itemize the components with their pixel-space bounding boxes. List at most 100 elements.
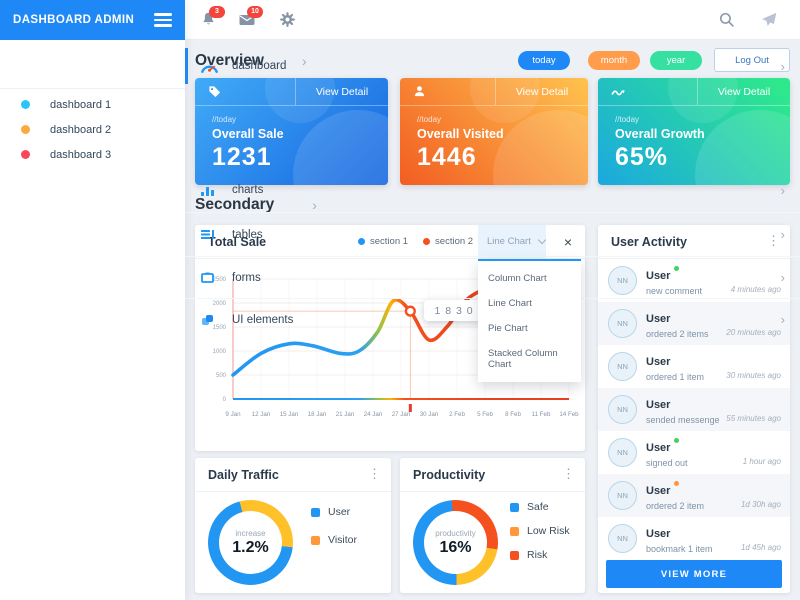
legend-swatch (311, 535, 320, 545)
svg-text:5 Feb: 5 Feb (477, 411, 493, 418)
sidebar-item-dashboard[interactable]: dashboard › (185, 44, 800, 88)
stat-period: //today (417, 115, 442, 124)
legend-dot (423, 238, 431, 245)
list-item[interactable]: NN User bookmark 1 item 1d 45h ago (598, 517, 790, 560)
view-more-button[interactable]: VIEW MORE (606, 560, 782, 588)
notification-badge: 3 (209, 6, 225, 18)
svg-text:2 Feb: 2 Feb (449, 411, 465, 418)
user-name: User (646, 269, 671, 282)
svg-text:1500: 1500 (213, 325, 227, 331)
avatar: NN (608, 395, 637, 424)
active-indicator (185, 48, 188, 84)
donut-center-text: productivity 16% (435, 528, 476, 556)
card-title: Total Sale (208, 234, 267, 249)
sidebar-item-tables[interactable]: tables › (185, 212, 800, 256)
sidebar-item-forms[interactable]: forms › (185, 256, 800, 298)
svg-text:14 Feb: 14 Feb (559, 411, 579, 418)
list-item[interactable]: NN User sended messenge 55 minutes ago (598, 388, 790, 431)
view-detail-link[interactable]: View Detail (495, 78, 588, 105)
svg-text:21 Jan: 21 Jan (336, 411, 355, 418)
form-icon (200, 270, 219, 286)
list-item[interactable]: NN User ordered 2 items 20 minutes ago (598, 302, 790, 345)
list-item[interactable]: NN User ordered 1 item 30 minutes ago (598, 345, 790, 388)
message-badge: 10 (247, 6, 263, 18)
chevron-right-icon: › (780, 182, 785, 198)
chevron-right-icon: › (780, 270, 785, 285)
menu-item-line-chart[interactable]: Line Chart (488, 298, 532, 309)
menu-item-column-chart[interactable]: Column Chart (488, 273, 547, 284)
legend-label: Safe (527, 501, 549, 513)
status-dot (674, 352, 679, 357)
kebab-menu-icon[interactable]: ⋮ (562, 466, 575, 481)
messages-mail-icon[interactable]: 10 (238, 6, 263, 29)
ui-elements-icon (200, 312, 219, 328)
chart-type-menu: Column Chart Line Chart Pie Chart Stacke… (478, 259, 581, 382)
avatar: NN (608, 438, 637, 467)
menu-item-pie-chart[interactable]: Pie Chart (488, 323, 528, 334)
table-icon (200, 227, 219, 243)
card-title: User Activity (611, 234, 687, 249)
sidebar-item-label: forms (232, 271, 261, 284)
menu-item-stacked-column-chart[interactable]: Stacked Column Chart (488, 348, 558, 370)
list-item[interactable]: NN User ordered 2 item 1d 30h ago (598, 474, 790, 517)
stat-value: 65% (615, 143, 669, 171)
stat-card-overall-visited: View Detail //today Overall Visited 1446 (400, 78, 588, 185)
search-icon[interactable] (718, 11, 736, 29)
legend-swatch (311, 507, 320, 517)
close-icon[interactable]: × (563, 233, 573, 250)
sidebar-item-label: UI elements (232, 313, 294, 326)
activity-action: ordered 1 item (646, 371, 705, 382)
list-item[interactable]: NN User new comment 4 minutes ago (598, 259, 790, 302)
sidebar-item-dashboard-3[interactable]: dashboard 3 (0, 142, 185, 167)
activity-action: sended messenge (646, 414, 720, 425)
svg-text:2000: 2000 (213, 301, 227, 307)
sidebar-item-charts[interactable]: charts › (185, 168, 800, 212)
svg-text:27 Jan: 27 Jan (392, 411, 411, 418)
svg-text:0: 0 (223, 397, 227, 403)
sidebar-item-label: dashboard 3 (50, 148, 112, 161)
user-name: User (646, 312, 671, 325)
stat-card-overall-sale: View Detail //today Overall Sale 1231 (195, 78, 388, 185)
brand-header: DASHBOARD ADMIN (0, 0, 185, 40)
user-activity-card: User Activity ⋮ NN User new comment 4 mi… (598, 225, 790, 593)
filter-pill-month[interactable]: month (588, 51, 640, 70)
notifications-bell-icon[interactable]: 3 (200, 6, 225, 29)
legend-label: Visitor (328, 534, 357, 546)
main-content: Overview › today month year Log Out View… (185, 40, 800, 600)
view-detail-link[interactable]: View Detail (697, 78, 790, 105)
user-name: User (646, 441, 671, 454)
activity-time: 20 minutes ago (726, 328, 781, 337)
legend-swatch (510, 550, 519, 560)
activity-time: 4 minutes ago (730, 285, 781, 294)
data-point-marker[interactable] (404, 305, 416, 317)
activity-action: ordered 2 item (646, 500, 705, 511)
status-dot (674, 395, 679, 400)
kebab-menu-icon[interactable]: ⋮ (368, 466, 381, 481)
logout-button[interactable]: Log Out (714, 48, 790, 72)
sidebar-item-dashboard-1[interactable]: dashboard 1 (0, 92, 185, 117)
section-title: Secondary (195, 196, 275, 213)
sidebar-item-dashboard-2[interactable]: dashboard 2 (0, 117, 185, 142)
list-item[interactable]: NN User signed out 1 hour ago (598, 431, 790, 474)
topbar: 3 10 (185, 0, 800, 40)
filter-pill-year[interactable]: year (650, 51, 702, 70)
stat-card-overall-growth: View Detail //today Overall Growth 65% (598, 78, 790, 185)
send-paper-plane-icon[interactable] (760, 11, 778, 29)
menu-toggle-icon[interactable] (154, 13, 172, 27)
trend-icon (611, 86, 626, 98)
chart-type-select[interactable]: Line Chart (478, 225, 547, 258)
chart-legend: Safe Low Risk Risk (510, 501, 570, 561)
stat-label: Overall Growth (615, 127, 705, 141)
svg-text:9 Jan: 9 Jan (225, 411, 241, 418)
app-title: DASHBOARD ADMIN (13, 14, 135, 26)
svg-text:24 Jan: 24 Jan (364, 411, 383, 418)
activity-time: 1d 45h ago (740, 543, 781, 552)
view-detail-link[interactable]: View Detail (295, 78, 388, 105)
stat-period: //today (615, 115, 640, 124)
kebab-menu-icon[interactable]: ⋮ (767, 233, 780, 248)
filter-pill-today[interactable]: today (518, 51, 570, 70)
person-icon (413, 85, 426, 98)
svg-text:500: 500 (216, 373, 227, 379)
user-name: User (646, 484, 671, 497)
settings-gear-icon[interactable] (279, 11, 297, 29)
